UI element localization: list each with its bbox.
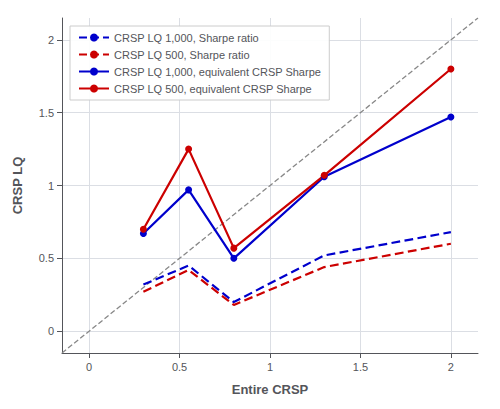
svg-text:1.5: 1.5 [39, 107, 54, 119]
svg-text:1: 1 [48, 180, 54, 192]
svg-text:Entire CRSP: Entire CRSP [232, 382, 309, 397]
svg-text:CRSP LQ 1,000, equivalent CRSP: CRSP LQ 1,000, equivalent CRSP Sharpe [114, 66, 321, 78]
svg-text:CRSP LQ: CRSP LQ [10, 157, 25, 215]
svg-text:1.5: 1.5 [353, 361, 368, 373]
svg-text:CRSP LQ 500, Sharpe ratio: CRSP LQ 500, Sharpe ratio [114, 49, 250, 61]
svg-text:2: 2 [448, 361, 454, 373]
svg-text:0.5: 0.5 [172, 361, 187, 373]
svg-text:0: 0 [48, 325, 54, 337]
svg-text:2: 2 [48, 34, 54, 46]
svg-text:1: 1 [267, 361, 273, 373]
svg-text:0: 0 [86, 361, 92, 373]
svg-text:CRSP LQ 1,000, Sharpe ratio: CRSP LQ 1,000, Sharpe ratio [114, 32, 259, 44]
svg-text:CRSP LQ 500, equivalent CRSP S: CRSP LQ 500, equivalent CRSP Sharpe [114, 83, 312, 95]
svg-text:0.5: 0.5 [39, 252, 54, 264]
